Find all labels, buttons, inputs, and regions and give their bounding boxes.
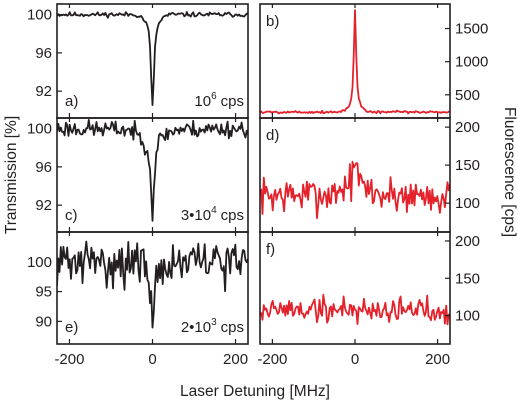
plot-frame — [259, 117, 451, 233]
panel-label: e) — [65, 319, 78, 336]
panel-b: 500 1000 1500 b) — [259, 3, 488, 119]
y-tick-label: 200 — [455, 119, 480, 136]
y-tick-label: 100 — [27, 7, 52, 24]
count-rate-unit: cps — [221, 319, 244, 336]
series-line-a-0 — [57, 11, 248, 106]
plot-frame — [259, 231, 451, 345]
y-tick-label: 1000 — [455, 54, 488, 71]
panel-a: 92 96 100 a) 106 cps — [27, 3, 249, 119]
panel-label: f) — [266, 241, 275, 258]
y-tick-label: 500 — [455, 87, 480, 104]
count-rate-base: 10 — [194, 93, 211, 110]
panel-e: 90 95 100 -200 0 200 e) 2•103 cps — [27, 231, 249, 368]
count-rate-exponent: 6 — [211, 91, 217, 102]
y-tick-label: 200 — [455, 233, 480, 250]
y-tick-label: 92 — [35, 197, 52, 214]
y-tick-label: 100 — [27, 254, 52, 271]
panel-c: 92 96 100 c) 3•104 cps — [27, 117, 249, 233]
left-y-axis-title: Transmission [%] — [3, 116, 20, 234]
x-tick-label: 0 — [148, 351, 156, 368]
x-tick-label: 200 — [223, 351, 248, 368]
panel-label: d) — [266, 127, 279, 144]
count-rate-annotation: 106 cps — [194, 91, 244, 110]
panel-d: 100 150 200 d) — [259, 117, 480, 233]
panel-label: a) — [65, 93, 78, 110]
count-rate-annotation: 2•103 cps — [181, 317, 244, 336]
x-tick-label: -200 — [54, 351, 84, 368]
y-tick-label: 1500 — [455, 21, 488, 38]
series-line-d-0 — [260, 160, 450, 220]
y-tick-label: 96 — [35, 159, 52, 176]
x-tick-label: 0 — [351, 351, 359, 368]
count-rate-exponent: 3 — [211, 317, 217, 328]
count-rate-unit: cps — [221, 207, 244, 224]
y-tick-label: 150 — [455, 157, 480, 174]
count-rate-annotation: 3•104 cps — [181, 205, 244, 224]
y-tick-label: 100 — [455, 308, 480, 325]
y-tick-label: 92 — [35, 83, 52, 100]
panel-f: 100 150 200 -200 0 200 f) — [257, 231, 480, 368]
x-tick-label: -200 — [257, 351, 287, 368]
y-tick-label: 90 — [35, 313, 52, 330]
panel-label: c) — [65, 207, 78, 224]
panel-label: b) — [266, 13, 279, 30]
series-line-e-0 — [57, 240, 248, 329]
series-line-c-0 — [57, 119, 248, 222]
count-rate-unit: cps — [221, 93, 244, 110]
y-tick-label: 95 — [35, 284, 52, 301]
right-y-axis-title: Fluorescence [cps] — [501, 107, 518, 237]
count-rate-base: 2•10 — [181, 319, 211, 336]
count-rate-exponent: 4 — [211, 205, 217, 216]
y-tick-label: 100 — [455, 195, 480, 212]
y-tick-label: 100 — [27, 121, 52, 138]
x-tick-label: 200 — [425, 351, 450, 368]
count-rate-base: 3•10 — [181, 207, 211, 224]
y-tick-label: 150 — [455, 270, 480, 287]
x-axis-title: Laser Detuning [MHz] — [180, 383, 330, 400]
series-line-b-0 — [260, 9, 450, 115]
series-line-f-0 — [260, 293, 450, 326]
y-tick-label: 96 — [35, 45, 52, 62]
